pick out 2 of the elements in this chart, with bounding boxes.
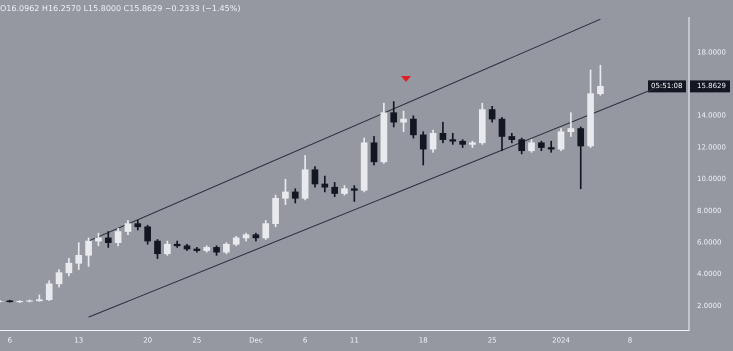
candlestick [400,110,407,132]
chart-title: O16.0962 H16.2570 L15.8000 C15.8629 −0.2333 (−1.45%) [0,4,240,13]
